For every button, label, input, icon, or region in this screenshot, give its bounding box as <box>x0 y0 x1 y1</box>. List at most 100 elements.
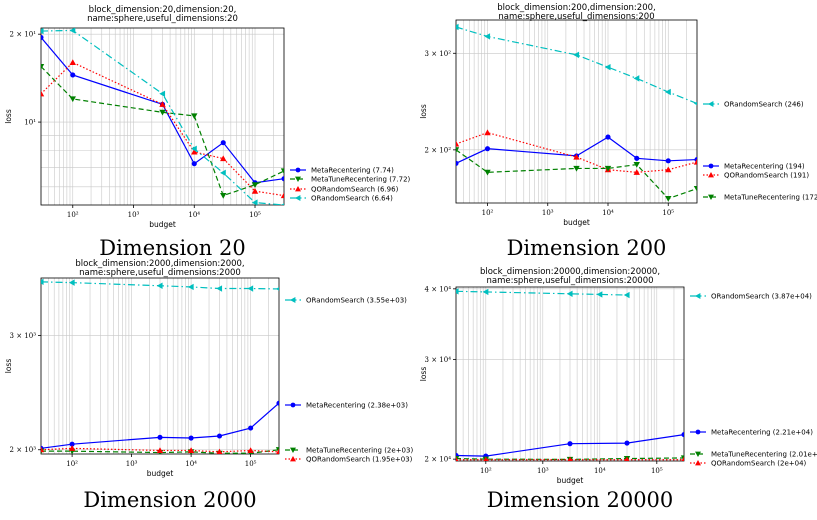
data-point <box>280 192 284 199</box>
data-point <box>633 162 640 168</box>
data-point <box>484 146 491 152</box>
data-point <box>191 113 198 120</box>
legend-label: QORandomSearch (6.96) <box>311 186 399 194</box>
legend-marker <box>695 429 701 435</box>
y-tick-label: 2 × 10⁴ <box>425 456 452 464</box>
data-point <box>276 448 279 454</box>
legend-marker <box>290 456 296 462</box>
data-point <box>41 446 45 453</box>
chart-panel-2: 10² 10³ 10⁴ 10⁵ 2 × 10² 3 × 10² budget loss bloc… <box>419 3 817 260</box>
data-point <box>681 456 684 461</box>
x-tick-label: 10³ <box>128 211 140 219</box>
data-point <box>456 456 459 461</box>
legend-marker <box>695 293 701 299</box>
series-group <box>41 278 279 454</box>
legend-marker <box>295 167 301 173</box>
x-tick-label: 10³ <box>537 467 549 475</box>
legend-label: MetaRecentering (7.74) <box>311 167 394 175</box>
data-point <box>281 176 284 182</box>
data-point <box>681 432 684 438</box>
legend-marker <box>290 447 296 453</box>
data-point <box>633 169 640 175</box>
y-tick-label: 2 × 10³ <box>10 446 37 454</box>
data-point <box>247 285 254 292</box>
x-axis-label: budget <box>563 218 590 227</box>
data-point <box>191 148 198 155</box>
data-point <box>216 285 223 292</box>
x-tick-label: 10² <box>67 211 79 219</box>
legend-marker <box>695 460 701 466</box>
x-axis-label: budget <box>147 469 174 478</box>
data-point <box>159 90 166 97</box>
data-point <box>191 145 197 153</box>
legend: MetaRecentering (7.74)MetaTuneRecenterin… <box>290 167 411 203</box>
data-point <box>693 158 697 165</box>
data-point <box>573 153 580 160</box>
data-point <box>216 433 223 439</box>
legend-label: MetaRecentering (2.38e+03) <box>306 402 408 410</box>
data-point <box>191 161 197 167</box>
series-line <box>456 290 628 296</box>
data-point <box>280 203 284 205</box>
x-axis-label: budget <box>149 220 176 229</box>
data-point <box>280 168 284 175</box>
legend-label: ORandomSearch (6.64) <box>311 195 393 203</box>
data-point <box>187 447 195 454</box>
data-point <box>187 283 194 291</box>
data-point <box>624 440 630 446</box>
data-point <box>634 155 640 161</box>
legend-marker <box>708 194 714 200</box>
legend-marker <box>708 101 714 107</box>
x-tick-label: 10⁵ <box>249 211 261 219</box>
data-point <box>484 169 491 176</box>
y-tick-label: 10¹ <box>24 119 36 127</box>
x-tick-label: 10³ <box>126 460 138 468</box>
data-point <box>665 196 672 202</box>
data-point <box>456 160 459 166</box>
data-point <box>482 288 489 296</box>
data-point <box>220 155 227 162</box>
y-tick-label: 3 × 10² <box>425 50 452 58</box>
legend-marker <box>695 451 701 457</box>
chart-title-line: block_dimension:20000,dimension:20000, <box>480 267 660 277</box>
data-point <box>68 279 75 286</box>
data-point <box>605 134 611 140</box>
data-point <box>567 441 573 447</box>
x-tick-label: 10² <box>66 460 78 468</box>
legend-label: MetaRecentering (194) <box>724 163 805 171</box>
data-point <box>456 288 459 295</box>
data-point <box>566 290 573 297</box>
data-point <box>68 445 76 451</box>
data-point <box>159 109 166 116</box>
data-point <box>156 447 164 454</box>
data-point <box>251 182 259 188</box>
y-axis-label: loss <box>419 104 428 119</box>
plot-frame <box>40 27 285 206</box>
data-point <box>693 186 697 192</box>
legend-marker <box>295 195 301 201</box>
legend-label: MetaTuneRecentering (2e+03) <box>306 447 413 455</box>
data-point <box>604 63 611 71</box>
legend-marker <box>290 402 296 408</box>
series-group <box>456 23 697 202</box>
series-group <box>456 288 684 461</box>
legend-label: MetaTuneRecentering (7.72) <box>311 176 411 184</box>
x-tick-label: 10⁵ <box>651 467 663 475</box>
legend-label: MetaTuneRecentering (172) <box>724 194 817 202</box>
legend: ORandomSearch (246) MetaRecentering (194)… <box>703 101 817 202</box>
data-point <box>484 129 491 136</box>
data-point <box>188 435 194 441</box>
legend-label: QORandomSearch (2e+04) <box>711 460 807 468</box>
data-point <box>69 96 76 103</box>
chart-panel-1: 10² 10³ 10⁴ 10⁵ 10¹ 2 × 10¹ budget loss block_di… <box>4 5 411 260</box>
x-axis-label: budget <box>557 476 584 485</box>
legend-label: QORandomSearch (1.95e+03) <box>306 456 413 464</box>
grid-lines <box>40 28 285 205</box>
data-point <box>275 287 279 291</box>
data-point <box>220 169 226 177</box>
data-point <box>604 165 612 172</box>
y-tick-label: 4 × 10⁴ <box>425 285 452 293</box>
x-tick-label: 10⁴ <box>185 460 197 468</box>
data-point <box>567 456 573 461</box>
